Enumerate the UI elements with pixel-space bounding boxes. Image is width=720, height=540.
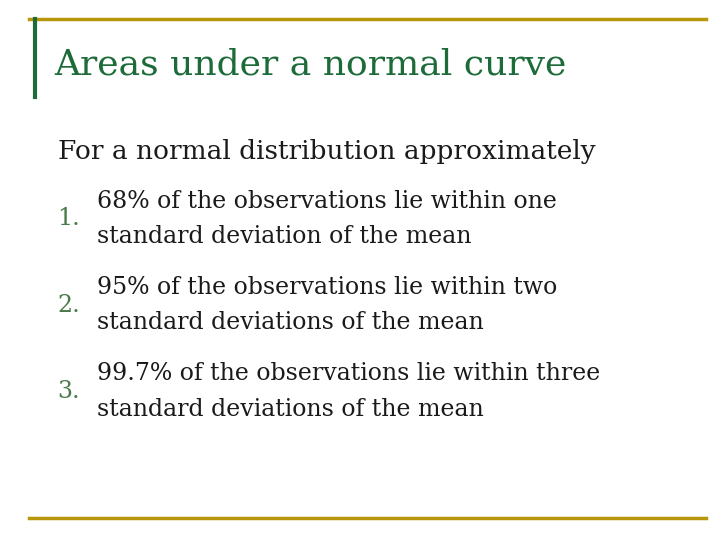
Text: 99.7% of the observations lie within three: 99.7% of the observations lie within thr… [97,362,600,386]
Text: 2.: 2. [58,294,81,316]
Text: 95% of the observations lie within two: 95% of the observations lie within two [97,276,557,299]
Text: For a normal distribution approximately: For a normal distribution approximately [58,139,595,164]
Text: standard deviations of the mean: standard deviations of the mean [97,397,484,421]
Text: Areas under a normal curve: Areas under a normal curve [54,48,567,82]
Text: 68% of the observations lie within one: 68% of the observations lie within one [97,190,557,213]
Text: standard deviation of the mean: standard deviation of the mean [97,225,472,248]
Text: 1.: 1. [58,207,81,230]
Text: 3.: 3. [58,380,80,403]
Text: standard deviations of the mean: standard deviations of the mean [97,311,484,334]
